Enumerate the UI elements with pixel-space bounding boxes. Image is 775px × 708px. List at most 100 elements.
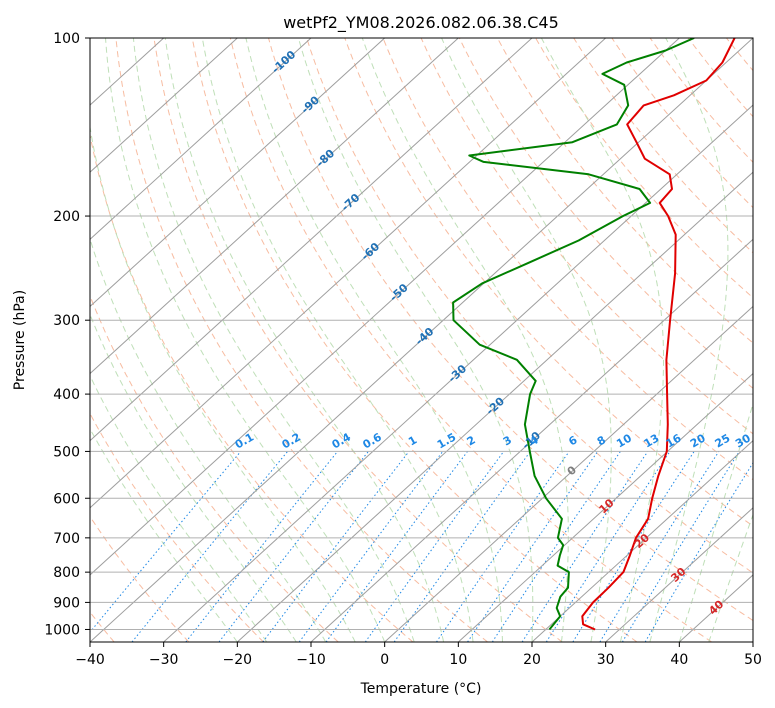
mixing-ratio-label: 3 [501,433,514,448]
dry-adiabat [268,38,753,622]
mixing-ratio-label: 25 [713,432,733,451]
y-tick-label: 500 [53,444,80,460]
isotherm-line [457,372,753,642]
mixing-ratio-label: 0.6 [360,430,384,451]
y-tick-label: 200 [53,209,80,225]
moist-adiabat [540,38,664,642]
sounding-series [452,38,736,631]
isotherm-label: -100 [269,48,298,76]
isopleth-labels: -100-90-80-70-60-50-40-30-20-10010203040… [233,48,753,618]
y-tick-label: 400 [53,387,80,403]
mixing-ratio-line [621,451,740,642]
axes: −40 −30 −20 −10 0 10 20 30 40 50 1000 900 800 700 600 5… [44,31,762,668]
dry-adiabat [90,515,190,642]
y-tick-label: 600 [53,491,80,507]
x-tick-label: −40 [75,652,105,668]
moist-adiabat [245,38,503,642]
dry-adiabat [191,38,638,642]
mixing-ratio-label: 10 [614,431,634,450]
isotherm-line [90,38,680,576]
moist-adiabat [105,38,386,642]
x-axis-title: Temperature (°C) [360,681,482,697]
y-tick-label: 700 [53,531,80,547]
y-tick-label: 300 [53,313,80,329]
mixing-ratio-line [218,451,369,642]
x-tick-label: −30 [149,652,179,668]
x-tick-label: 50 [744,652,762,668]
mixing-ratio-line [599,451,720,642]
dry-adiabat [90,412,264,642]
chart-title: wetPf2_YM08.2026.082.06.38.C45 [283,13,559,33]
dry-adiabat [535,38,753,299]
isotherm-line [531,439,753,642]
mixing-ratio-line [491,451,621,642]
mixing-ratio-label: 20 [688,431,708,450]
dry-adiabat [115,38,488,642]
mixing-ratio-label: 0.1 [233,430,256,451]
y-tick-label: 900 [53,595,80,611]
isotherm-line [90,38,753,642]
moist-adiabat [361,38,569,642]
y-tick-label: 1000 [44,622,80,638]
isotherm-line [752,641,753,642]
mixing-ratio-line [467,451,599,642]
dry-adiabat [687,38,753,118]
mixing-ratio-line [545,451,671,642]
isotherm-line [163,104,753,642]
dewpoint-profile-line [452,38,695,631]
mixing-ratio-line [131,451,288,642]
x-tick-label: 40 [670,652,688,668]
dry-adiabat [306,38,753,574]
y-tick-label: 100 [53,31,80,47]
mixing-ratio-line [90,451,242,633]
isotherm-line [90,38,607,509]
x-tick-label: 10 [449,652,467,668]
y-tick-label: 800 [53,565,80,581]
mixing-ratio-label: 1 [406,433,419,448]
isotherm-line [310,238,753,642]
moist-adiabat [649,38,729,642]
moist-adiabat [90,374,268,642]
moist-adiabat [708,513,753,642]
background-lines [90,38,753,642]
dry-adiabat [90,132,414,642]
moist-adiabat [90,124,356,642]
isotherm-line [90,38,312,241]
isotherm-line [605,507,753,642]
moist-adiabat [297,38,534,642]
mixing-ratio-line [364,451,505,642]
y-axis-title: Pressure (hPa) [12,290,28,390]
mixing-ratio-line [521,451,649,642]
mixing-ratio-line [298,451,444,642]
moist-adiabat [441,38,612,642]
x-tick-label: 20 [523,652,541,668]
dry-adiabat [611,38,753,209]
dry-adiabat [726,38,753,72]
dry-adiabat [153,38,563,642]
x-tick-label: −10 [296,652,326,668]
dry-adiabat [496,38,753,344]
plot-frame [89,37,754,643]
isotherm-line [90,38,533,442]
isotherm-line [384,305,753,642]
temperature-profile-line [581,38,736,631]
x-tick-label: 0 [380,652,389,668]
moist-adiabat [201,38,474,642]
mixing-ratio-label: 0.2 [280,430,303,451]
mixing-ratio-label: 30 [733,431,753,450]
isotherm-line [90,38,459,375]
mixing-ratio-label: 2 [465,433,478,448]
x-tick-label: −20 [223,652,253,668]
isotherm-line [236,171,753,642]
mixing-ratio-label: 0.4 [330,430,354,451]
moist-adiabat [90,427,238,642]
mixing-ratio-line [262,451,410,642]
dry-adiabat [344,38,753,527]
moist-adiabat [678,402,753,642]
mixing-ratio-line [436,451,570,642]
mixing-ratio-line [185,451,338,642]
isotherm-line [90,38,238,173]
moist-adiabat [90,237,327,642]
